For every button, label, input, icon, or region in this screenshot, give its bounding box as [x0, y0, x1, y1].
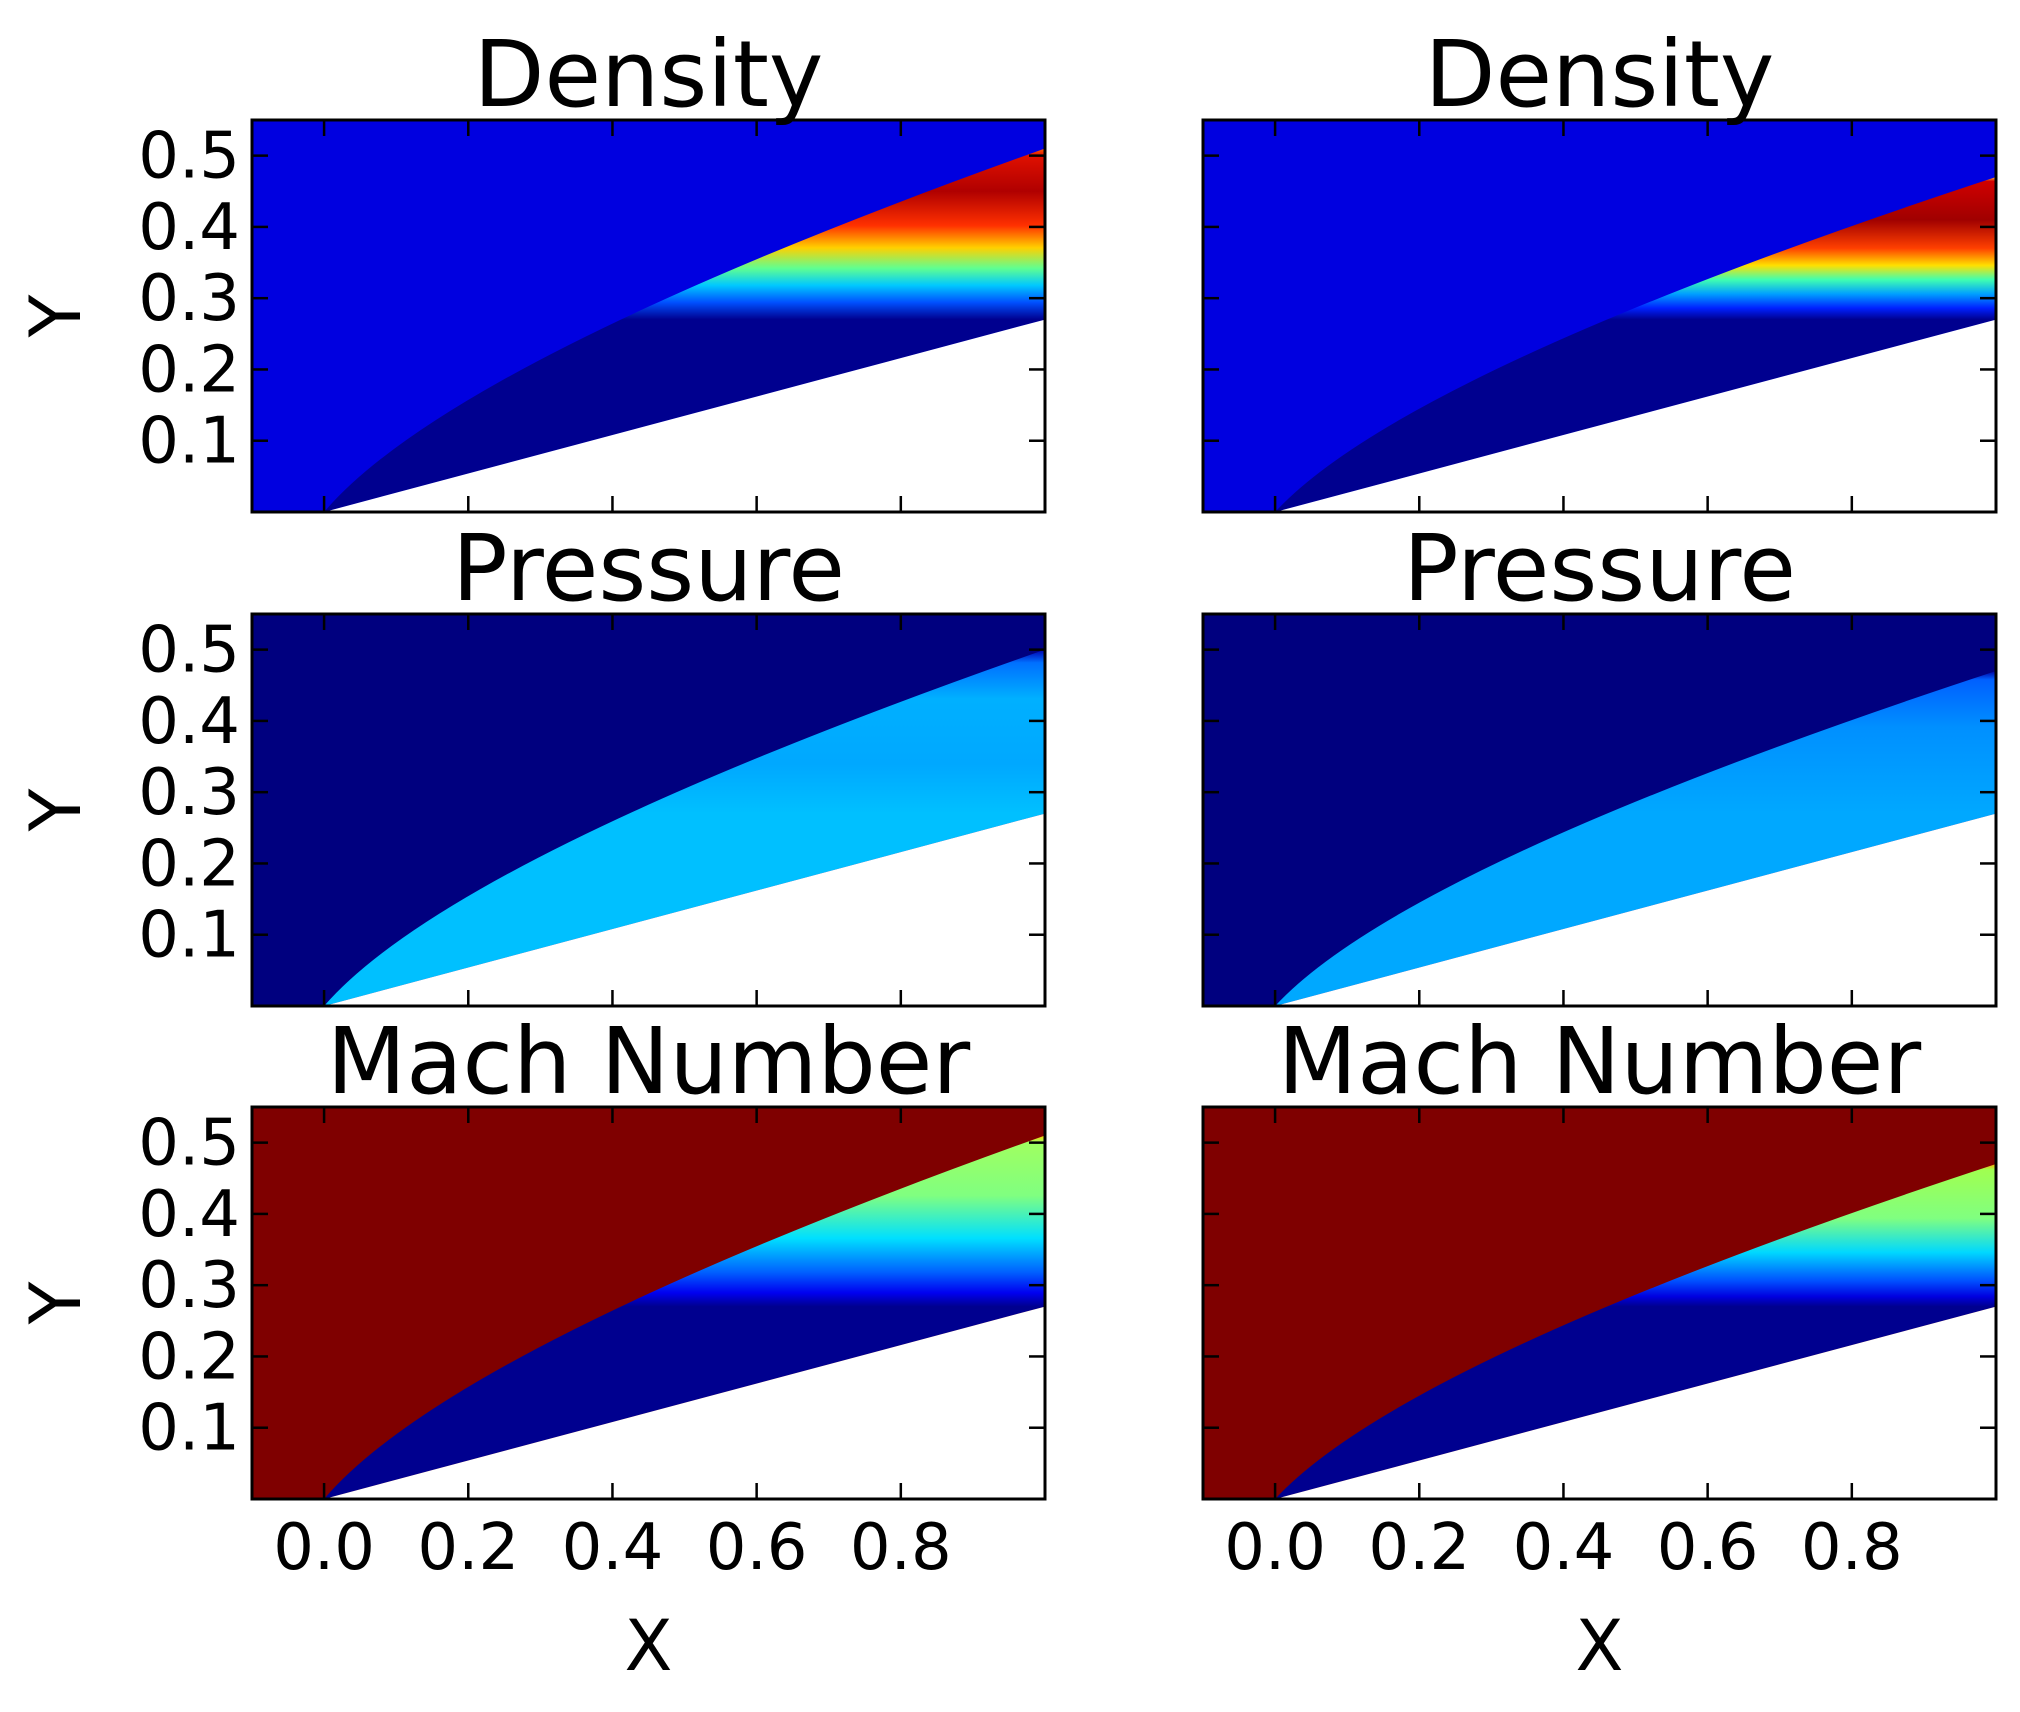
x-tick-label: 0.0 [1224, 1511, 1326, 1585]
x-tick-label: 0.0 [273, 1511, 375, 1585]
x-tick-label: 0.2 [417, 1511, 519, 1585]
axes-frame [1201, 1105, 1998, 1501]
x-tick-label: 0.2 [1368, 1511, 1470, 1585]
y-tick-label: 0.1 [138, 405, 240, 479]
subplot-mach-right: Mach Number 0.0 0.2 0.4 0.6 0.8 X [1201, 1008, 1998, 1687]
axes-frame [1201, 612, 1998, 1008]
wall-region [324, 813, 1045, 1006]
heatmap-field [1203, 120, 1996, 512]
y-tick-label: 0.1 [138, 899, 240, 973]
y-tick-label: 0.5 [138, 120, 240, 194]
shock-layer [1275, 671, 1996, 1006]
axes-frame [1201, 118, 1998, 514]
heatmap-field [252, 120, 1045, 512]
y-tick-label: 0.5 [138, 1107, 240, 1181]
shock-layer [1275, 177, 1996, 512]
wall-region [1275, 319, 1996, 512]
heatmap-field [252, 614, 1045, 1006]
axes-frame [250, 612, 1047, 1008]
y-tick-label: 0.1 [138, 1392, 240, 1466]
wall-region [1275, 1306, 1996, 1499]
y-tick-label: 0.3 [138, 756, 240, 830]
subplot-title: Pressure [452, 515, 845, 622]
subplot-pressure-left: Pressure 0.10.20.30.40.5 Y [15, 515, 1047, 1008]
subplot-title: Density [1425, 21, 1775, 128]
shock-layer [324, 1135, 1045, 1499]
y-tick-label: 0.4 [138, 685, 240, 759]
x-tick-label: 0.6 [706, 1511, 808, 1585]
heatmap-field [252, 1107, 1045, 1499]
y-tick-label: 0.5 [138, 614, 240, 688]
subplot-title: Mach Number [1278, 1008, 1922, 1115]
wall-region [324, 319, 1045, 512]
wall-region [324, 1306, 1045, 1499]
x-tick-label: 0.6 [1657, 1511, 1759, 1585]
x-tick-label: 0.8 [1801, 1511, 1903, 1585]
subplot-title: Density [474, 21, 824, 128]
shock-layer [324, 649, 1045, 1006]
y-tick-label: 0.3 [138, 262, 240, 336]
x-tick-label: 0.8 [850, 1511, 952, 1585]
y-tick-label: 0.4 [138, 1178, 240, 1252]
y-tick-label: 0.2 [138, 827, 240, 901]
y-axis-label: Y [15, 1281, 97, 1325]
x-axis-label: X [625, 1605, 673, 1687]
subplot-pressure-right: Pressure [1201, 515, 1998, 1008]
heatmap-field [1203, 614, 1996, 1006]
heatmap-field [1203, 1107, 1996, 1499]
shock-layer [324, 148, 1045, 512]
y-tick-label: 0.4 [138, 191, 240, 265]
y-axis-label: Y [15, 294, 97, 338]
wall-region [1275, 813, 1996, 1006]
subplot-title: Pressure [1403, 515, 1796, 622]
x-axis-label: X [1576, 1605, 1624, 1687]
y-axis-label: Y [15, 788, 97, 832]
subplot-grid: Density0.10.20.30.40.5YDensityPressure0.… [15, 21, 1998, 1687]
axes-frame [250, 118, 1047, 514]
shock-layer [1275, 1164, 1996, 1499]
x-tick-label: 0.4 [562, 1511, 664, 1585]
y-tick-label: 0.2 [138, 333, 240, 407]
axes-frame [250, 1105, 1047, 1501]
x-tick-label: 0.4 [1513, 1511, 1615, 1585]
subplot-density-left: Density 0.10.20.30.40.5 Y [15, 21, 1047, 514]
y-tick-label: 0.2 [138, 1320, 240, 1394]
subplot-density-right: Density [1201, 21, 1998, 514]
subplot-title: Mach Number [327, 1008, 971, 1115]
y-tick-label: 0.3 [138, 1249, 240, 1323]
